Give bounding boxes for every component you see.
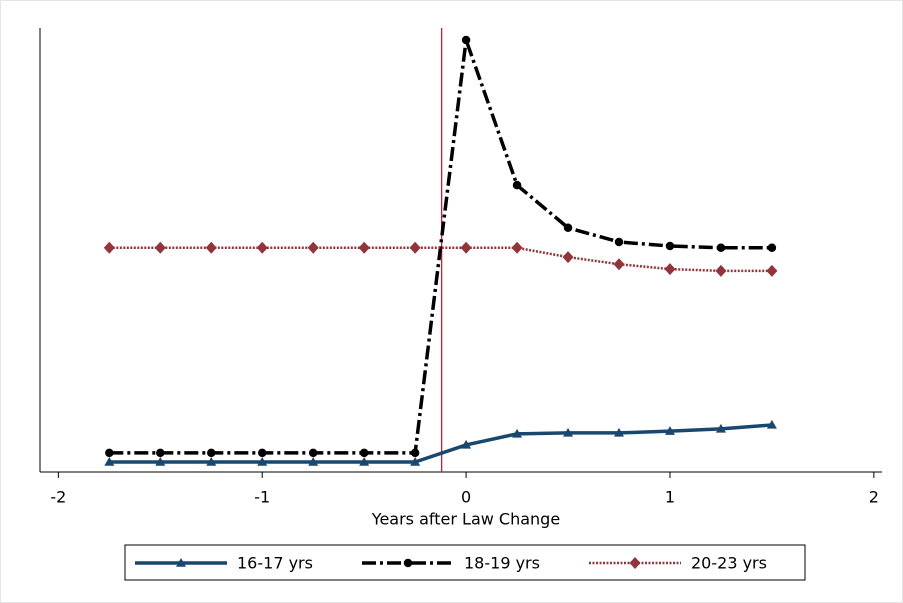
data-point (104, 457, 115, 466)
data-point (664, 263, 676, 276)
data-point (256, 241, 268, 254)
data-point (205, 241, 217, 254)
data-point (512, 428, 523, 438)
x-tick-label: -2 (50, 488, 66, 507)
series-line (109, 246, 772, 273)
data-point (105, 448, 114, 458)
data-point (767, 243, 777, 253)
legend-label: 16-17 yrs (237, 554, 313, 573)
data-point (156, 448, 165, 458)
legend-box (124, 544, 806, 581)
data-point (562, 251, 574, 264)
data-point (563, 223, 573, 233)
data-point (359, 448, 369, 458)
data-point (358, 241, 370, 254)
data-point (410, 448, 420, 458)
data-point (563, 427, 574, 437)
data-point (359, 457, 370, 466)
legend-marker (403, 558, 413, 568)
data-point (512, 180, 522, 190)
data-point (766, 419, 777, 429)
data-point (154, 241, 166, 254)
x-axis-label: Years after Law Change (371, 510, 560, 529)
legend-label: 18-19 yrs (464, 554, 540, 573)
data-point (461, 439, 472, 449)
data-point (207, 448, 216, 458)
data-point (614, 427, 625, 437)
data-point (716, 243, 726, 253)
data-point (614, 237, 624, 247)
data-point (103, 241, 115, 254)
series-line (109, 38, 772, 455)
data-point (511, 241, 523, 254)
x-tick-label: 0 (461, 488, 471, 507)
data-point (155, 457, 166, 466)
x-tick-label: 2 (869, 488, 879, 507)
data-point (308, 457, 319, 466)
data-point (307, 241, 319, 254)
data-point (665, 241, 675, 251)
data-point (206, 457, 217, 466)
x-tick-label: -1 (254, 488, 270, 507)
legend-marker (629, 557, 641, 569)
data-point (613, 258, 625, 271)
x-tick-label: 1 (665, 488, 675, 507)
data-point (715, 264, 727, 277)
data-point (410, 457, 421, 466)
data-point (257, 448, 267, 458)
data-point (715, 423, 726, 433)
data-point (766, 264, 778, 277)
data-point (664, 426, 675, 435)
series-line (109, 423, 773, 464)
data-point (409, 241, 421, 254)
legend-marker (176, 558, 186, 567)
legend-label: 20-23 yrs (691, 554, 767, 573)
data-point (257, 457, 268, 466)
data-point (308, 448, 318, 458)
data-point (461, 35, 471, 45)
data-point (460, 241, 472, 254)
